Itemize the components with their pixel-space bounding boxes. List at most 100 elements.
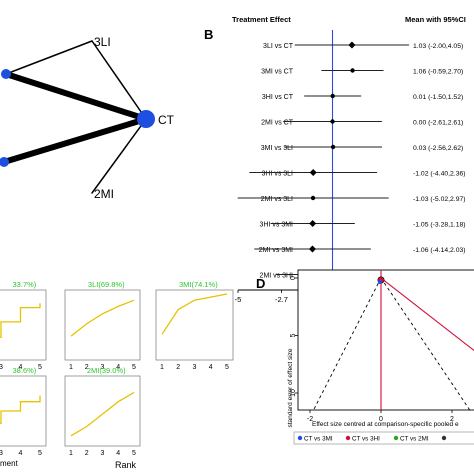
rank-tick-label: 2	[176, 364, 180, 371]
funnel-y-tick-label: 0	[290, 276, 297, 280]
rank-ylabel-fragment: ment	[0, 459, 19, 468]
cumulative-rank-line	[0, 303, 41, 339]
funnel-frame	[297, 269, 474, 411]
rank-plot: 2MI(39.0%) 1 2 3 4 5	[64, 366, 141, 457]
estimate-marker	[308, 245, 316, 253]
funnel-xlabel: Effect size centred at comparison-specif…	[312, 421, 459, 428]
rank-tick-label: 5	[38, 364, 42, 371]
forest-row-value: -1.02 (-4.40,2.36)	[413, 171, 466, 178]
funnel-point	[378, 280, 382, 284]
network-edge	[5, 40, 93, 75]
forest-row-value: 1.03 (-2.00,4.05)	[413, 43, 463, 50]
rank-plot-title: 2MI(39.0%)	[87, 366, 126, 375]
forest-row-value: -1.06 (-4.14,2.03)	[413, 247, 466, 254]
network-node-label: 2MI	[94, 187, 114, 201]
network-edge	[91, 40, 147, 120]
forest-x-tick-label: -5	[235, 295, 242, 304]
legend-marker	[441, 435, 447, 441]
rank-tick-label: 1	[69, 364, 73, 371]
rank-plot: 3MI(74.1%) 1 2 3 4 5	[155, 280, 234, 371]
rank-tick-label: 3	[193, 364, 197, 371]
estimate-marker	[348, 41, 356, 49]
funnel-x-tick-label: 2	[450, 416, 454, 423]
cumulative-rank-line	[70, 391, 135, 437]
panel-d-funnel: D standard error of effect size Effect s…	[256, 269, 474, 445]
forest-row-value: 0.01 (-1.50,1.52)	[413, 94, 463, 101]
forest-row-value: 1.06 (-0.59,2.70)	[413, 69, 463, 76]
rank-axis-label: Rank	[115, 460, 137, 470]
rank-tick-label: 4	[209, 364, 213, 371]
forest-header-right: Mean with 95%CI	[405, 15, 466, 24]
panel-b-letter: B	[204, 27, 213, 42]
forest-x-tick-label: -2.7	[275, 295, 288, 304]
funnel-y-tick-label: 5	[290, 333, 297, 337]
rank-tick-label: 5	[225, 364, 229, 371]
forest-row-value: 0.03 (-2.56,2.62)	[413, 145, 463, 152]
network-edge	[91, 118, 147, 194]
estimate-marker	[330, 93, 335, 99]
funnel-y-tick-label: 10	[290, 389, 297, 397]
forest-row-label: 2MI vs CT	[261, 120, 294, 127]
rank-tick-label: 3	[0, 450, 3, 457]
rank-tick-label: 1	[69, 450, 73, 457]
forest-row-label: 3HI vs CT	[262, 94, 294, 101]
legend-label: CT vs 2MI	[400, 436, 429, 443]
panel-a-network: CT 3LI 2MI	[0, 35, 175, 201]
forest-row-value: -1.03 (-5.02,2.97)	[413, 196, 466, 203]
estimate-marker	[309, 220, 317, 227]
funnel-comparison-line	[380, 277, 474, 352]
rank-tick-label: 5	[132, 450, 136, 457]
network-node	[0, 157, 9, 167]
forest-row-label: 3HI vs 3LI	[261, 171, 293, 178]
forest-row-label: 3MI vs CT	[261, 69, 294, 76]
forest-row-value: -1.05 (-3.28,1.18)	[413, 222, 466, 229]
rank-plot-title: 38.6%)	[13, 366, 37, 375]
network-edge	[3, 71, 149, 122]
panel-b-forest: B Treatment Effect Mean with 95%CI 3LI v…	[204, 15, 466, 304]
rank-tick-label: 3	[101, 364, 105, 371]
cumulative-rank-line	[161, 293, 228, 335]
legend-label: CT vs 3MI	[304, 436, 333, 443]
forest-row-label: 2MI vs 3LI	[261, 196, 293, 203]
network-node-label: CT	[158, 113, 175, 127]
rank-tick-label: 2	[85, 364, 89, 371]
rank-tick-label: 5	[132, 364, 136, 371]
estimate-marker	[330, 119, 335, 124]
funnel-left-bound	[313, 277, 382, 411]
rank-plot-frame	[0, 289, 47, 361]
estimate-marker	[350, 68, 355, 73]
rank-tick-label: 1	[160, 364, 164, 371]
network-node-label: 3LI	[94, 35, 111, 49]
network-edge	[1, 116, 149, 165]
estimate-marker	[330, 144, 336, 150]
rank-plot: 33.7%) 3 4 5	[0, 280, 47, 371]
rank-plot-title: 33.7%)	[13, 280, 37, 289]
network-node	[137, 110, 155, 128]
rank-tick-label: 4	[19, 450, 23, 457]
rank-plot-title: 3MI(74.1%)	[179, 280, 218, 289]
funnel-legend	[293, 431, 474, 445]
panel-d-letter: D	[256, 276, 265, 291]
network-node	[1, 69, 11, 79]
rank-tick-label: 3	[101, 450, 105, 457]
rank-tick-label: 3	[0, 364, 3, 371]
legend-marker	[345, 435, 351, 441]
estimate-marker	[310, 195, 316, 201]
rank-plot: 3LI(69.8%) 1 2 3 4 5	[64, 280, 141, 371]
funnel-x-tick-label: 0	[379, 416, 383, 423]
rank-plot: 38.6%) 3 4 5	[0, 366, 47, 457]
legend-marker	[297, 435, 303, 441]
funnel-x-tick-label: -2	[307, 416, 313, 423]
legend-label: CT vs 3HI	[352, 436, 380, 443]
rank-plot-frame	[64, 289, 141, 361]
forest-row-label: 2MI vs 3HI	[260, 273, 294, 280]
forest-row-label: 2MI vs 3MI	[259, 247, 293, 254]
rank-plot-frame	[64, 375, 141, 447]
rank-plot-title: 3LI(69.8%)	[88, 280, 125, 289]
funnel-ylabel: standard error of effect size	[287, 348, 294, 427]
rank-tick-label: 5	[38, 450, 42, 457]
rank-tick-label: 2	[85, 450, 89, 457]
forest-header-left: Treatment Effect	[232, 15, 291, 24]
forest-row-label: 3LI vs CT	[263, 43, 294, 50]
